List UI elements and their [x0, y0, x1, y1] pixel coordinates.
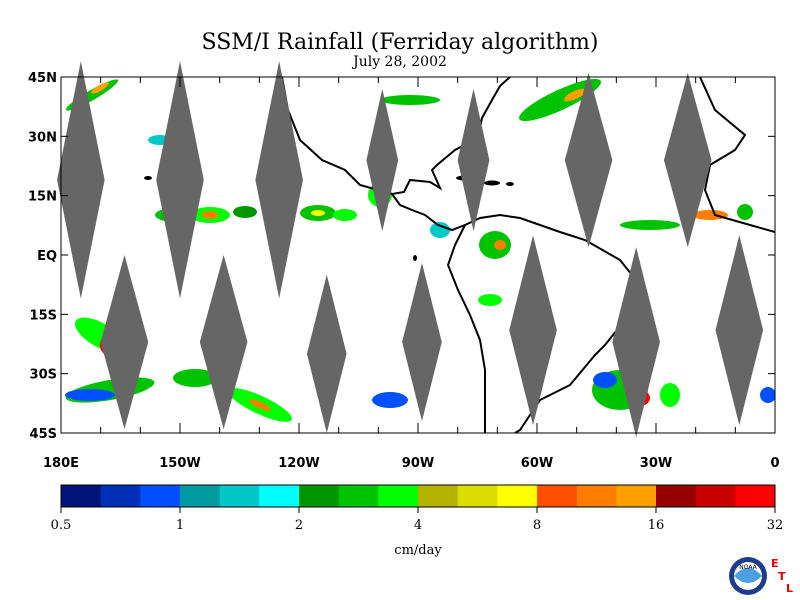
lon-label: 90W [402, 456, 434, 471]
longitude-labels: 180E 150W 120W 90W 60W 30W 0 [43, 456, 780, 471]
rain-patch [660, 383, 680, 407]
colorbar-swatch [537, 485, 578, 507]
chart-subtitle: July 28, 2002 [353, 54, 447, 70]
no-data-diamond [457, 88, 490, 232]
colorbar-swatch [61, 485, 102, 507]
chart-title: SSM/I Rainfall (Ferriday algorithm) [201, 30, 599, 55]
rain-patch [760, 387, 775, 403]
rain-patch [593, 372, 617, 388]
colorbar-swatch [100, 485, 141, 507]
logo-letter-t: T [778, 570, 786, 583]
colorbar-unit: cm/day [394, 543, 442, 558]
island-hawaii [144, 176, 152, 180]
colorbar-swatch [418, 485, 459, 507]
colorbar-swatch [656, 485, 697, 507]
colorbar-swatch [497, 485, 538, 507]
lat-label: 45S [30, 427, 57, 442]
rain-patch [249, 399, 271, 411]
no-data-diamond [57, 61, 105, 299]
rain-patch [91, 82, 109, 94]
colorbar-swatch [457, 485, 498, 507]
lon-label: 30W [640, 456, 672, 471]
colorbar-swatch [338, 485, 379, 507]
rain-patch [563, 88, 587, 102]
no-data-diamond [402, 262, 442, 422]
colorbar-swatch [695, 485, 736, 507]
island-hispaniola [484, 180, 500, 186]
rain-patch [737, 204, 753, 220]
no-data-diamond [612, 247, 660, 437]
colorbar-swatch [259, 485, 300, 507]
lon-label: 180E [43, 456, 79, 471]
lat-label: 15S [30, 308, 57, 323]
coastline-south-america-west [446, 224, 486, 433]
rain-patch [372, 392, 408, 408]
rain-patch [311, 210, 325, 216]
coastline-north-america [281, 77, 511, 196]
lat-label: 30S [30, 368, 57, 383]
rain-patch [430, 222, 450, 238]
no-data-diamond [663, 73, 712, 248]
colorbar-swatch [180, 485, 221, 507]
rain-patch [692, 210, 728, 220]
colorbar [60, 484, 776, 513]
rain-patch [333, 209, 357, 221]
colorbar-label: 32 [767, 518, 784, 533]
no-data-diamond [366, 88, 399, 232]
rain-patch [494, 240, 506, 250]
colorbar-swatch [299, 485, 340, 507]
logo-letter-l: L [786, 582, 793, 595]
axis-ticks [60, 76, 776, 434]
rain-patch [65, 389, 115, 401]
no-data-diamond [509, 235, 557, 426]
rain-patch [380, 95, 440, 105]
lon-label: 0 [770, 456, 779, 471]
noaa-etl-logo: NOAA E T L [729, 557, 793, 595]
colorbar-label: 0.5 [51, 518, 72, 533]
no-data-diamond [255, 61, 303, 299]
logo-letter-e: E [771, 557, 779, 570]
island-galapagos [413, 255, 417, 261]
no-data-diamond [199, 255, 248, 430]
no-data-diamond [564, 73, 613, 248]
lat-label: EQ [37, 249, 57, 264]
rain-patch [202, 211, 218, 219]
latitude-labels: 45N 30N 15N EQ 15S 30S 45S [28, 71, 57, 442]
rain-patch [620, 220, 680, 230]
no-data-diamond [306, 274, 347, 433]
no-data-diamond [156, 61, 204, 299]
no-data-diamond [100, 255, 149, 430]
colorbar-label: 8 [533, 518, 541, 533]
lon-label: 150W [159, 456, 200, 471]
colorbar-label: 1 [176, 518, 184, 533]
lat-label: 15N [28, 190, 57, 205]
colorbar-labels: 0.5 1 2 4 8 16 32 [51, 518, 784, 533]
rain-patch [173, 369, 217, 387]
colorbar-swatch [140, 485, 181, 507]
colorbar-swatch [378, 485, 419, 507]
coastline-central-america [391, 193, 466, 232]
colorbar-swatch [735, 485, 776, 507]
island-puerto-rico [506, 182, 514, 186]
colorbar-swatch [576, 485, 617, 507]
lat-label: 45N [28, 71, 57, 86]
lat-label: 30N [28, 130, 57, 145]
rain-patch [233, 206, 257, 218]
no-data-diamond [715, 235, 764, 426]
lon-label: 60W [521, 456, 553, 471]
colorbar-swatch [219, 485, 260, 507]
rain-patch [478, 294, 502, 306]
logo-text: NOAA [739, 564, 757, 571]
colorbar-label: 2 [295, 518, 303, 533]
lon-label: 120W [278, 456, 319, 471]
colorbar-label: 4 [414, 518, 422, 533]
colorbar-label: 16 [648, 518, 665, 533]
colorbar-swatch [616, 485, 657, 507]
no-data-swath-gaps [57, 61, 764, 437]
